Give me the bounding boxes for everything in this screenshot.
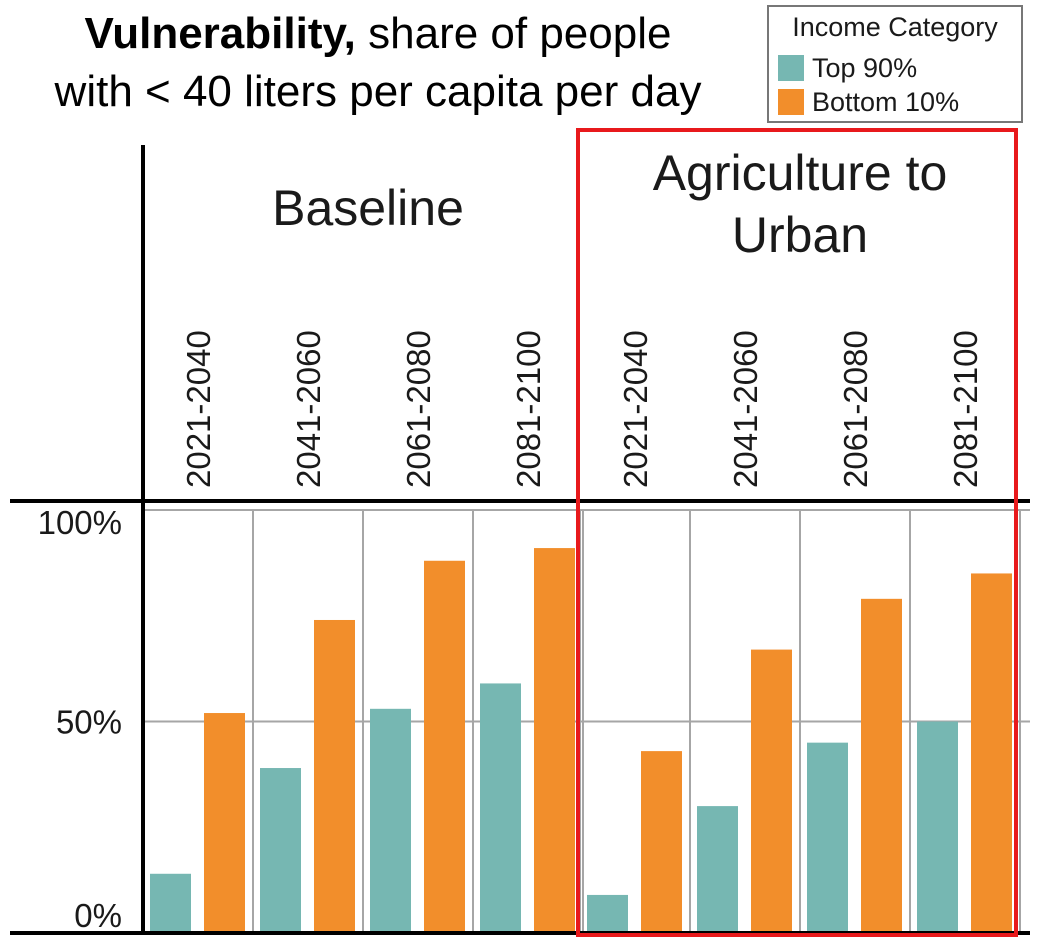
chart-title-bold: Vulnerability, <box>85 9 356 58</box>
chart-title-rest: share of people <box>356 9 672 58</box>
legend-label-bottom-10: Bottom 10% <box>812 87 959 117</box>
category-label-p1-2021-2040: 2021-2040 <box>617 330 654 488</box>
bar-p0-bottom-10-2041-2060 <box>314 619 355 933</box>
bar-p0-top-90-2061-2080 <box>370 708 411 933</box>
panel-title-agriculture-to-urban-line1: Agriculture to <box>653 145 948 201</box>
bar-p0-bottom-10-2021-2040 <box>204 713 245 933</box>
highlight <box>576 128 1018 937</box>
y-tick-label-0: 0% <box>74 897 122 934</box>
legend-label-top-90: Top 90% <box>812 53 917 83</box>
bar-p0-top-90-2021-2040 <box>150 873 191 933</box>
legend-swatch-bottom-10 <box>778 89 804 115</box>
bar-p1-bottom-10-2021-2040 <box>641 751 682 933</box>
legend-swatch-top-90 <box>778 55 804 81</box>
category-label-p0-2021-2040: 2021-2040 <box>180 330 217 488</box>
category-label-p0-2081-2100: 2081-2100 <box>510 330 547 488</box>
bar-p1-bottom-10-2041-2060 <box>751 649 792 933</box>
highlight-box-agriculture-to-urban <box>576 128 1018 937</box>
y-tick-label-100: 100% <box>38 504 122 541</box>
legend-title: Income Category <box>792 12 998 42</box>
bar-p1-top-90-2021-2040 <box>587 894 628 933</box>
category-label-p1-2041-2060: 2041-2060 <box>727 330 764 488</box>
y-tick-label-50: 50% <box>56 704 122 741</box>
bar-p0-top-90-2081-2100 <box>480 683 521 933</box>
bar-p1-top-90-2081-2100 <box>917 721 958 933</box>
bar-p0-bottom-10-2081-2100 <box>534 548 575 933</box>
category-label-p1-2061-2080: 2061-2080 <box>837 330 874 488</box>
chart-title-line2: with < 40 liters per capita per day <box>54 67 702 116</box>
chart-title-line1: Vulnerability, share of people <box>85 9 672 58</box>
panel-title-agriculture-to-urban-line2: Urban <box>732 207 868 263</box>
bar-p1-bottom-10-2081-2100 <box>971 573 1012 933</box>
legend-box <box>767 5 1023 123</box>
panel-title-baseline-line1: Baseline <box>272 180 464 236</box>
category-label-p0-2041-2060: 2041-2060 <box>290 330 327 488</box>
category-label-p1-2081-2100: 2081-2100 <box>947 330 984 488</box>
bar-p1-top-90-2041-2060 <box>697 806 738 933</box>
bar-p1-top-90-2061-2080 <box>807 742 848 933</box>
bar-p1-bottom-10-2061-2080 <box>861 598 902 933</box>
bars <box>150 548 1012 933</box>
panel-headers: Baseline 2021-2040 2041-2060 2061-2080 2081-… <box>180 145 984 488</box>
bar-p0-top-90-2041-2060 <box>260 768 301 933</box>
legend: Income Category Top 90% Bottom 10% <box>767 5 1023 123</box>
category-label-p0-2061-2080: 2061-2080 <box>400 330 437 488</box>
bar-p0-bottom-10-2061-2080 <box>424 560 465 933</box>
